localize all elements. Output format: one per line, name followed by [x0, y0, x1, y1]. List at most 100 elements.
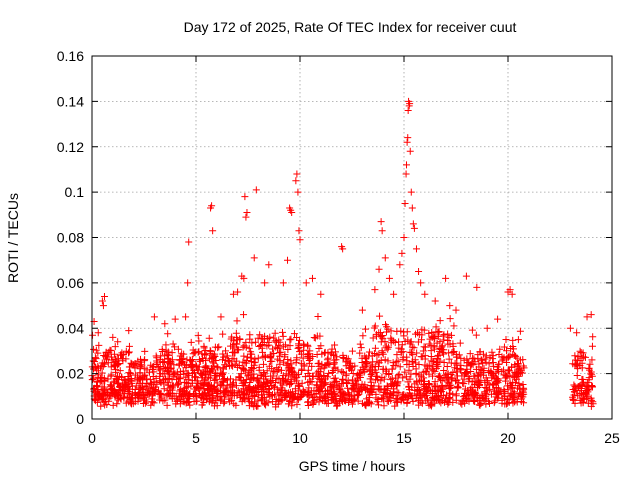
data-point: [344, 358, 352, 366]
data-point: [500, 343, 508, 351]
data-point: [295, 340, 303, 348]
data-point: [378, 332, 386, 340]
data-point: [379, 350, 387, 358]
data-point: [339, 389, 347, 397]
data-point: [460, 380, 468, 388]
data-point: [286, 396, 294, 404]
data-point: [342, 354, 350, 362]
data-point: [166, 370, 174, 378]
data-point: [352, 377, 360, 385]
data-point: [457, 366, 465, 374]
data-point: [415, 268, 423, 276]
data-point: [232, 382, 240, 390]
data-point: [315, 362, 323, 370]
y-tick-label: 0.14: [57, 93, 84, 109]
data-point: [265, 341, 273, 349]
data-point: [481, 389, 489, 397]
data-point: [588, 396, 596, 404]
data-point: [182, 313, 190, 321]
data-point: [330, 383, 338, 391]
data-point: [279, 328, 287, 336]
data-point: [305, 392, 313, 400]
data-point: [118, 355, 126, 363]
data-point: [372, 394, 380, 402]
data-point: [402, 161, 410, 169]
data-point: [221, 361, 229, 369]
data-point: [466, 385, 474, 393]
data-point: [241, 379, 249, 387]
data-point: [159, 347, 167, 355]
data-point: [361, 325, 369, 333]
data-point: [182, 391, 190, 399]
data-point: [470, 355, 478, 363]
data-point: [391, 402, 399, 410]
data-point: [371, 322, 379, 330]
data-point: [513, 375, 521, 383]
data-point: [168, 384, 176, 392]
data-point: [578, 354, 586, 362]
data-point: [457, 354, 465, 362]
data-point: [330, 356, 338, 364]
data-point: [306, 372, 314, 380]
data-point: [251, 398, 259, 406]
data-point: [512, 352, 520, 360]
data-point: [279, 381, 287, 389]
data-point: [229, 342, 237, 350]
data-point: [273, 364, 281, 372]
data-point: [367, 371, 375, 379]
data-point: [160, 385, 168, 393]
data-point: [274, 389, 282, 397]
data-point: [117, 395, 125, 403]
data-point: [213, 379, 221, 387]
data-point: [295, 227, 303, 235]
data-point: [322, 361, 330, 369]
data-point: [149, 398, 157, 406]
data-point: [330, 396, 338, 404]
data-point: [149, 390, 157, 398]
data-point: [342, 397, 350, 405]
data-point: [184, 369, 192, 377]
data-point: [157, 370, 165, 378]
data-point: [164, 330, 172, 338]
y-tick-label: 0.12: [57, 139, 84, 155]
data-point: [243, 357, 251, 365]
data-point: [222, 363, 230, 371]
data-point: [182, 379, 190, 387]
data-point: [446, 395, 454, 403]
data-point: [233, 391, 241, 399]
data-point: [381, 356, 389, 364]
data-point: [224, 376, 232, 384]
data-point: [589, 398, 597, 406]
data-point: [446, 302, 454, 310]
data-point: [227, 335, 235, 343]
data-point: [175, 379, 183, 387]
data-point: [383, 393, 391, 401]
data-point: [393, 351, 401, 359]
data-point: [190, 368, 198, 376]
data-point: [403, 399, 411, 407]
data-point: [277, 384, 285, 392]
data-point: [438, 343, 446, 351]
data-point: [250, 254, 258, 262]
data-point: [89, 331, 97, 339]
data-point: [445, 399, 453, 407]
data-point: [233, 363, 241, 371]
data-point: [195, 348, 203, 356]
data-point: [231, 349, 239, 357]
data-point: [244, 372, 252, 380]
data-point: [150, 313, 158, 321]
data-point: [259, 384, 267, 392]
data-point: [589, 333, 597, 341]
data-point: [275, 344, 283, 352]
data-point: [415, 371, 423, 379]
data-point: [310, 396, 318, 404]
data-point: [284, 400, 292, 408]
data-point: [307, 387, 315, 395]
data-point: [240, 311, 248, 319]
data-point: [400, 234, 408, 241]
data-point: [121, 377, 129, 385]
data-point: [481, 355, 489, 363]
data-point: [140, 391, 148, 399]
data-point: [115, 359, 123, 367]
data-point: [371, 363, 379, 371]
